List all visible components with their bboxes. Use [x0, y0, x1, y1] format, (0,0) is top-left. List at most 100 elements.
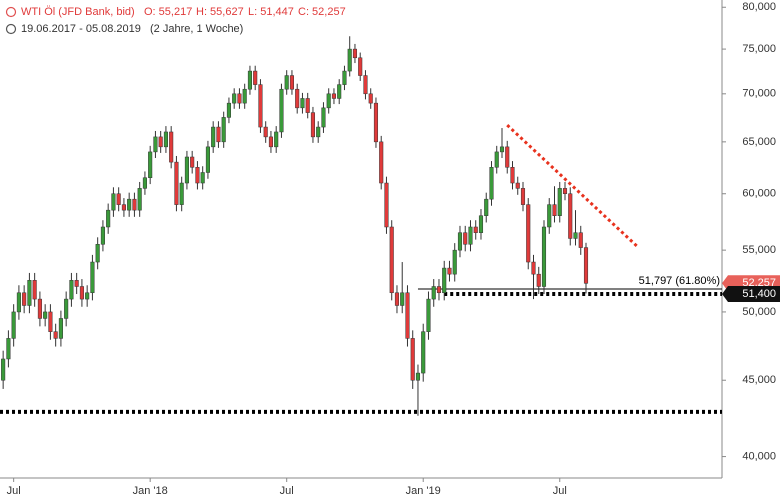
x-tick-label: Jul	[280, 485, 294, 497]
candle-body	[568, 193, 573, 239]
candle-body	[48, 311, 53, 332]
candle-body	[121, 204, 126, 211]
y-tick-label: 45,000	[742, 374, 776, 386]
candle-body	[258, 84, 263, 128]
candle-body	[321, 107, 326, 128]
candle-body	[316, 126, 321, 138]
candle-body	[158, 136, 163, 148]
candle-body	[447, 267, 452, 275]
candle-body	[400, 292, 405, 306]
candle-body	[515, 182, 520, 189]
candle-body	[221, 117, 226, 143]
fib-label: 51,797 (61.80%)	[639, 275, 720, 287]
y-tick-label: 50,000	[742, 306, 776, 318]
candle-body	[279, 88, 284, 133]
candle-body	[442, 267, 447, 294]
candle-body	[116, 193, 121, 205]
candle-body	[111, 193, 116, 211]
ohlc-high: H: 55,627	[196, 6, 244, 18]
candle-body	[457, 232, 463, 251]
candle-body	[410, 338, 415, 381]
candle-body	[389, 226, 394, 294]
candle-body	[106, 209, 111, 228]
y-tick-label: 60,000	[742, 188, 776, 200]
candle-body	[90, 261, 95, 294]
candle-body	[573, 232, 578, 239]
y-tick-label: 80,000	[742, 1, 776, 13]
candle-body	[6, 338, 11, 360]
candle-body	[557, 188, 562, 216]
y-tick-label: 70,000	[742, 88, 776, 100]
candle-body	[484, 198, 489, 216]
candle-body	[74, 280, 79, 287]
x-tick-label: Jul	[7, 485, 21, 497]
ohlc-close: C: 52,257	[298, 6, 346, 18]
candle-body	[205, 146, 210, 173]
candle-body	[237, 93, 242, 104]
candle-body	[232, 93, 237, 104]
y-tick-label: 75,000	[742, 43, 776, 55]
candle-body	[384, 182, 389, 228]
icon	[5, 6, 17, 18]
candle-body	[32, 280, 37, 300]
candle-body	[137, 188, 142, 211]
candle-body	[253, 70, 258, 85]
candle-body	[274, 131, 279, 148]
candle-body	[16, 292, 21, 313]
candle-body	[64, 298, 69, 319]
candle-body	[368, 93, 373, 104]
candle-body	[1, 358, 6, 381]
candle-body	[536, 273, 541, 287]
candle-body	[358, 57, 363, 76]
candle-body	[552, 204, 557, 216]
candle-body	[37, 298, 42, 319]
candle-body	[100, 226, 105, 245]
candle-body	[95, 244, 100, 263]
candle-body	[473, 226, 478, 233]
price-tag-label: 51,400	[742, 288, 776, 300]
candle-body	[216, 126, 221, 143]
candle-body	[468, 226, 473, 245]
candle-body	[526, 204, 531, 263]
x-tick-label: Jan '18	[133, 485, 168, 497]
candle-body	[226, 102, 231, 118]
candle-body	[436, 286, 442, 294]
candle-body	[541, 226, 547, 287]
candle-body	[578, 232, 583, 248]
candle-body	[148, 151, 153, 178]
candle-body	[379, 141, 384, 184]
candle-body	[331, 93, 337, 99]
ohlc-low: L: 51,447	[248, 6, 294, 18]
candle-body	[352, 48, 358, 59]
candle-body	[268, 136, 273, 148]
candle-body	[85, 292, 90, 300]
y-tick-label: 40,000	[742, 450, 776, 462]
candle-body	[531, 261, 536, 275]
candle-body	[426, 298, 431, 332]
candle-body	[583, 247, 589, 284]
candle-body	[326, 93, 331, 109]
candle-body	[79, 286, 84, 300]
candle-body	[174, 161, 179, 205]
x-tick-label: Jan '19	[406, 485, 441, 497]
icon	[5, 23, 17, 35]
candle-body	[169, 131, 174, 163]
price-tag	[722, 286, 780, 303]
candle-body	[242, 88, 247, 104]
candle-body	[200, 172, 205, 184]
candle-body	[11, 311, 16, 339]
candle-body	[478, 215, 484, 233]
candle-body	[27, 280, 32, 306]
candle-body	[342, 70, 347, 85]
candle-body	[295, 88, 300, 109]
candle-body	[247, 70, 252, 90]
candle-body	[452, 249, 457, 275]
candle-body	[505, 146, 510, 168]
candle-body	[463, 232, 468, 245]
candle-body	[195, 167, 200, 184]
candle-body	[289, 75, 295, 90]
candle-body	[373, 102, 379, 143]
y-tick-label: 55,000	[742, 244, 776, 256]
candle-body	[415, 372, 421, 381]
